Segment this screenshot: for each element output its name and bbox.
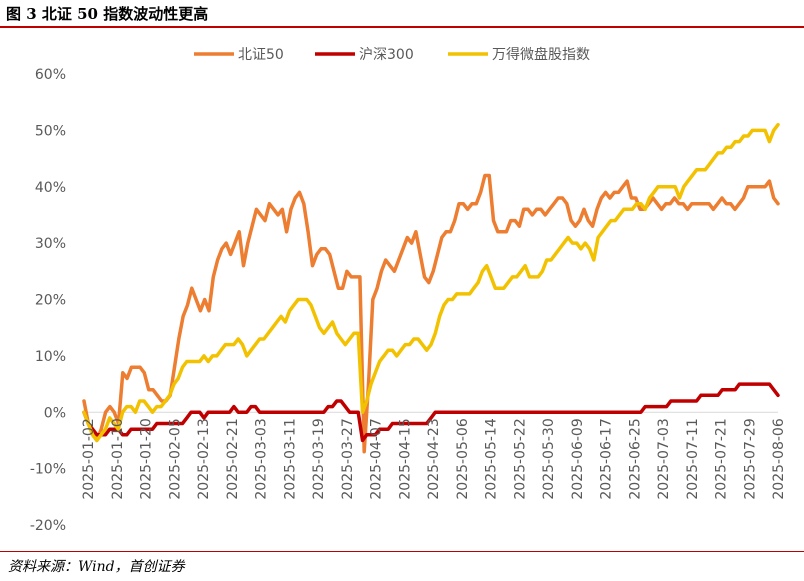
x-tick-label: 2025-03-19 bbox=[311, 418, 327, 499]
figure-title: 图 3 北证 50 指数波动性更高 bbox=[6, 5, 209, 23]
x-tick-label: 2025-01-10 bbox=[110, 418, 126, 499]
chart-legend: 北证50 沪深300 万得微盘股指数 bbox=[194, 46, 590, 63]
x-tick-label: 2025-05-22 bbox=[512, 418, 528, 499]
x-tick-label: 2025-07-03 bbox=[656, 418, 672, 499]
y-tick-label: 30% bbox=[35, 236, 66, 252]
x-tick-label: 2025-03-11 bbox=[282, 418, 298, 499]
x-tick-label: 2025-03-27 bbox=[340, 418, 356, 499]
x-tick-label: 2025-06-09 bbox=[570, 418, 586, 499]
y-tick-label: 0% bbox=[44, 405, 66, 421]
x-tick-label: 2025-07-11 bbox=[685, 418, 701, 499]
y-tick-label: -20% bbox=[30, 518, 66, 534]
x-tick-label: 2025-04-07 bbox=[369, 418, 385, 499]
series-line-1 bbox=[82, 382, 780, 443]
x-tick-label: 2025-06-25 bbox=[627, 418, 643, 499]
series-line-0 bbox=[82, 173, 780, 454]
x-tick-label: 2025-01-20 bbox=[139, 418, 155, 499]
y-tick-label: 50% bbox=[35, 123, 66, 139]
y-tick-label: -10% bbox=[30, 462, 66, 478]
y-tick-label: 20% bbox=[35, 293, 66, 309]
x-axis: 2025-01-02 2025-01-10 2025-01-20 2025-02-05… bbox=[81, 418, 787, 499]
source-note: 资料来源：Wind，首创证券 bbox=[8, 559, 185, 575]
x-tick-label: 2025-05-14 bbox=[484, 418, 500, 499]
title-rule bbox=[0, 26, 804, 28]
x-tick-label: 2025-02-05 bbox=[167, 418, 183, 499]
x-tick-label: 2025-03-03 bbox=[254, 418, 270, 499]
x-tick-label: 2025-05-06 bbox=[455, 418, 471, 499]
x-tick-label: 2025-02-21 bbox=[225, 418, 241, 499]
y-tick-label: 40% bbox=[35, 180, 66, 196]
series-group bbox=[82, 122, 780, 454]
x-tick-label: 2025-07-29 bbox=[742, 418, 758, 499]
line-chart: 北证50 沪深300 万得微盘股指数 60% 50% 40% 30% 20% 10% 0% -10… bbox=[30, 46, 787, 534]
x-tick-label: 2025-04-23 bbox=[426, 418, 442, 499]
x-tick-label: 2025-02-13 bbox=[196, 418, 212, 499]
x-tick-label: 2025-08-06 bbox=[771, 418, 787, 499]
x-tick-label: 2025-04-15 bbox=[397, 418, 413, 499]
legend-label-0: 北证50 bbox=[238, 47, 284, 63]
y-tick-label: 10% bbox=[35, 349, 66, 365]
y-axis: 60% 50% 40% 30% 20% 10% 0% -10% -20% bbox=[30, 67, 66, 534]
y-tick-label: 60% bbox=[35, 67, 66, 83]
legend-label-1: 沪深300 bbox=[359, 47, 414, 63]
source-rule bbox=[0, 551, 804, 552]
x-tick-label: 2025-01-02 bbox=[81, 418, 97, 499]
series-line-2 bbox=[82, 122, 780, 443]
x-tick-label: 2025-05-30 bbox=[541, 418, 557, 499]
legend-label-2: 万得微盘股指数 bbox=[492, 46, 590, 63]
x-tick-label: 2025-06-17 bbox=[599, 418, 615, 499]
x-tick-label: 2025-07-21 bbox=[714, 418, 730, 499]
